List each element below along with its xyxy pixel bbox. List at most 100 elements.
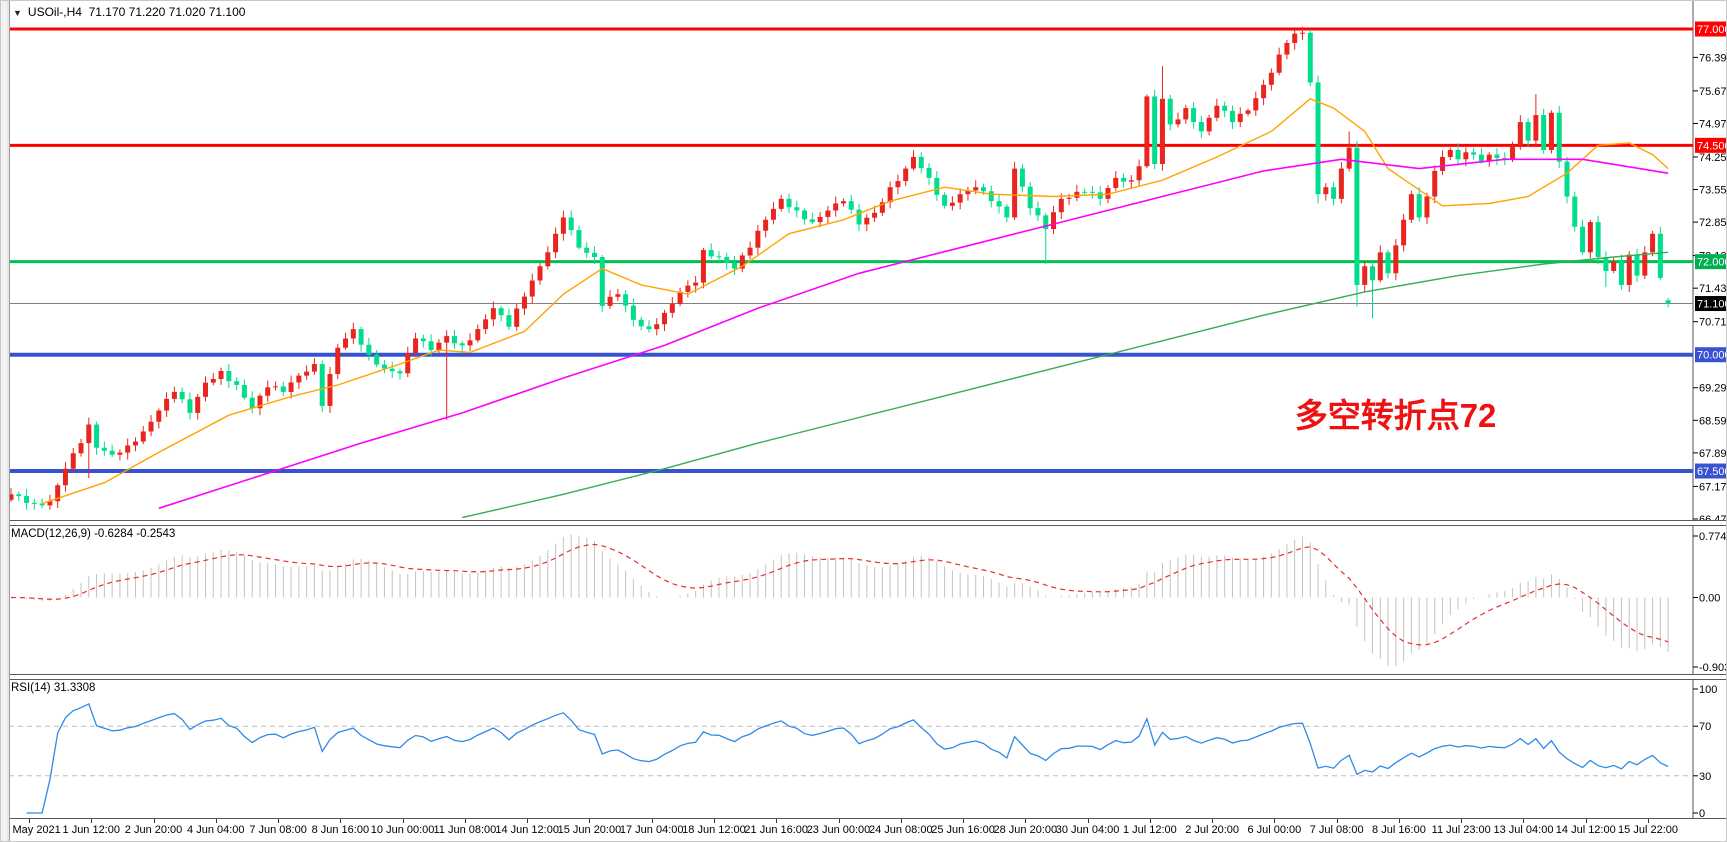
medium-ma-magenta[interactable]: [158, 158, 1669, 510]
price-badge-label: 72.000: [1697, 257, 1727, 269]
macd-histogram: [18, 534, 1669, 666]
price-tick-label: 74.970: [1699, 118, 1727, 130]
price-badge-71.100: [1695, 296, 1726, 312]
rsi-axis-label: 0: [1699, 808, 1705, 819]
price-chart-canvas[interactable]: 76.39075.67074.97074.25073.55072.85072.1…: [1, 1, 1727, 520]
time-tick: [340, 819, 342, 823]
price-tick-label: 74.250: [1699, 152, 1727, 164]
time-tick: [963, 819, 965, 823]
fast-ma-orange[interactable]: [41, 97, 1669, 505]
rsi-axis-label: 70: [1699, 721, 1711, 733]
time-tick: [713, 819, 715, 823]
time-axis[interactable]: 31 May 2021 1 Jun 12:00 2 Jun 20:00 4 Jun 0…: [0, 819, 1726, 841]
price-tick-label: 68.590: [1699, 415, 1727, 427]
time-tick: [1585, 819, 1587, 823]
time-tick: [153, 819, 155, 823]
price-badge-label: 74.500: [1697, 140, 1727, 152]
time-label: 17 Jun 04:00: [619, 824, 684, 836]
time-label: 28 Jun 20:00: [993, 824, 1058, 836]
symbol-period-label: USOil-,H4: [27, 5, 82, 19]
time-tick: [1523, 819, 1525, 823]
time-tick: [91, 819, 93, 823]
time-label: 21 Jun 16:00: [744, 824, 809, 836]
time-tick: [900, 819, 902, 823]
time-tick: [1025, 819, 1027, 823]
time-label: 30 Jun 04:00: [1055, 824, 1120, 836]
price-tick-label: 66.470: [1699, 514, 1727, 520]
slow-ma-green[interactable]: [462, 251, 1669, 519]
time-label: 11 Jun 08:00: [433, 824, 497, 836]
time-tick: [278, 819, 280, 823]
price-axis: 76.39075.67074.97074.25073.55072.85072.1…: [1693, 21, 1727, 520]
window-left-border: [1, 1, 10, 841]
time-tick: [589, 819, 591, 823]
time-label: 15 Jul 22:00: [1618, 824, 1678, 836]
time-label: 13 Jul 04:00: [1493, 824, 1554, 836]
rsi-panel[interactable]: 100 70 30 0 RSI(14) 31.3308: [1, 678, 1727, 819]
price-chart-panel[interactable]: 76.39075.67074.97074.25073.55072.85072.1…: [1, 1, 1727, 520]
rsi-axis-label: 30: [1699, 771, 1711, 783]
candles-layer: [8, 26, 1671, 510]
macd-axis-min: -0.9034: [1699, 662, 1727, 674]
time-label: 8 Jul 16:00: [1372, 824, 1426, 836]
time-label: 4 Jun 04:00: [187, 824, 245, 836]
price-badge-77.000: [1695, 21, 1726, 37]
macd-panel[interactable]: 0.7747 0.00 -0.9034 MACD(12,26,9) -0.6284 …: [1, 524, 1727, 674]
time-tick: [1398, 819, 1400, 823]
chart-dropdown-icon[interactable]: ▼: [13, 8, 22, 18]
price-badge-67.500: [1695, 463, 1726, 479]
time-tick: [29, 819, 30, 823]
time-label: 18 Jun 12:00: [682, 824, 746, 836]
time-tick: [651, 819, 653, 823]
time-tick: [776, 819, 778, 823]
time-label: 31 May 2021: [0, 824, 61, 836]
panel-separator[interactable]: [1, 674, 1726, 680]
time-label: 25 Jun 16:00: [931, 824, 995, 836]
time-label: 2 Jul 20:00: [1185, 824, 1240, 836]
price-badge-label: 67.500: [1697, 466, 1727, 478]
price-badge-label: 77.000: [1697, 24, 1727, 36]
rsi-label: RSI(14) 31.3308: [11, 682, 96, 694]
price-badge-74.500: [1695, 137, 1726, 153]
macd-axis-max: 0.7747: [1699, 531, 1727, 543]
macd-label: MACD(12,26,9) -0.6284 -0.2543: [11, 528, 176, 540]
price-tick-label: 73.550: [1699, 185, 1727, 197]
time-tick: [1087, 819, 1089, 823]
time-label: 6 Jul 00:00: [1247, 824, 1302, 836]
macd-values: -0.6284 -0.2543: [94, 528, 176, 540]
rsi-axis-label: 100: [1699, 684, 1717, 696]
price-tick-label: 75.670: [1699, 86, 1727, 98]
chart-header: ▼ USOil-,H4 71.170 71.220 71.020 71.100: [13, 5, 245, 19]
time-tick: [215, 819, 217, 823]
time-tick: [1149, 819, 1151, 823]
time-label: 1 Jul 12:00: [1122, 824, 1177, 836]
price-tick-label: 67.170: [1699, 481, 1727, 493]
price-badge-label: 70.000: [1697, 350, 1727, 362]
panel-separator[interactable]: [1, 520, 1726, 526]
rsi-canvas[interactable]: 100 70 30 0: [1, 678, 1727, 819]
time-label: 7 Jul 08:00: [1309, 824, 1364, 836]
rsi-value: 31.3308: [53, 682, 96, 694]
time-tick: [1212, 819, 1214, 823]
time-tick: [838, 819, 840, 823]
price-badge-label: 71.100: [1697, 299, 1727, 311]
time-label: 7 Jun 08:00: [249, 824, 307, 836]
price-badge-70.000: [1695, 347, 1726, 363]
price-tick-label: 76.390: [1699, 52, 1727, 64]
price-tick-label: 69.290: [1699, 383, 1727, 395]
rsi-line: [26, 702, 1669, 814]
price-tick-label: 67.890: [1699, 448, 1727, 460]
time-label: 23 Jun 00:00: [806, 824, 871, 836]
time-label: 14 Jun 12:00: [495, 824, 559, 836]
annotation-text[interactable]: 多空转折点72: [1294, 396, 1497, 434]
macd-canvas[interactable]: 0.7747 0.00 -0.9034: [1, 524, 1727, 674]
time-tick: [1648, 819, 1650, 823]
ohlc-quote-label: 71.170 71.220 71.020 71.100: [88, 5, 246, 19]
time-label: 15 Jun 20:00: [557, 824, 622, 836]
time-label: 1 Jun 12:00: [62, 824, 121, 836]
time-tick: [464, 819, 466, 823]
macd-signal-line: [10, 543, 1669, 646]
price-tick-label: 71.430: [1699, 283, 1727, 295]
macd-axis-zero: 0.00: [1699, 593, 1720, 605]
